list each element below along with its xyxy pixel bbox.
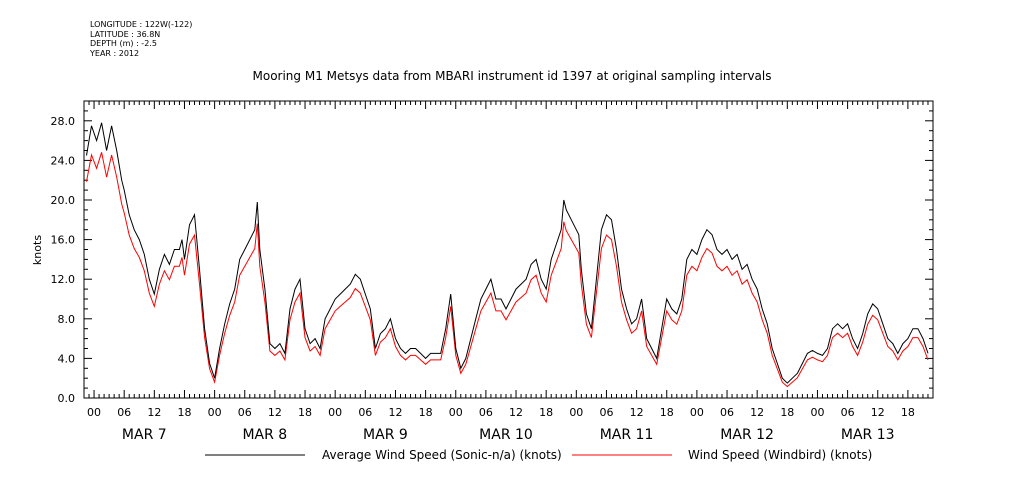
series-line-average xyxy=(86,122,929,384)
y-tick-label: 4.0 xyxy=(58,352,76,365)
x-hour-label: 06 xyxy=(117,406,131,419)
x-day-label: MAR 13 xyxy=(841,427,895,443)
x-axis: 00 06 12 18 00 06 12 18 00 06 12 18 00 06 12 18 00 06 12 18… xyxy=(87,101,929,443)
x-hour-label: 18 xyxy=(298,406,312,419)
x-hour-label: 06 xyxy=(599,406,613,419)
y-tick-label: 24.0 xyxy=(51,154,76,167)
y-axis: 0.0 4.0 8.0 12.0 16.0 20.0 24.0 28.0 xyxy=(51,110,933,405)
x-hour-label: 06 xyxy=(720,406,734,419)
chart-title: Mooring M1 Metsys data from MBARI instru… xyxy=(253,69,772,83)
x-day-label: MAR 11 xyxy=(600,427,654,443)
x-day-label: MAR 9 xyxy=(363,427,408,443)
x-hour-label: 00 xyxy=(87,406,101,419)
x-day-label: MAR 8 xyxy=(242,427,287,443)
series-group xyxy=(86,122,929,388)
x-hour-label: 00 xyxy=(328,406,342,419)
x-hour-label: 12 xyxy=(509,406,523,419)
x-hour-label: 00 xyxy=(810,406,824,419)
x-hour-label: 06 xyxy=(358,406,372,419)
y-axis-label: knots xyxy=(31,235,44,265)
longitude-label: LONGITUDE : 122W(-122) xyxy=(90,20,193,29)
y-tick-label: 16.0 xyxy=(51,234,76,247)
x-day-label: MAR 10 xyxy=(479,427,533,443)
x-hour-label: 06 xyxy=(238,406,252,419)
x-hour-label: 12 xyxy=(147,406,161,419)
x-hour-label: 12 xyxy=(268,406,282,419)
metadata-block: LONGITUDE : 122W(-122) LATITUDE : 36.8N … xyxy=(90,20,192,58)
legend-label-windbird: Wind Speed (Windbird) (knots) xyxy=(688,448,872,462)
x-hour-label: 18 xyxy=(539,406,553,419)
x-hour-label: 18 xyxy=(780,406,794,419)
x-hour-label: 00 xyxy=(449,406,463,419)
x-hour-label: 00 xyxy=(690,406,704,419)
x-hour-label: 06 xyxy=(479,406,493,419)
x-hour-label: 00 xyxy=(569,406,583,419)
x-day-label: MAR 7 xyxy=(122,427,167,443)
y-tick-label: 20.0 xyxy=(51,194,76,207)
x-hour-label: 12 xyxy=(630,406,644,419)
legend: Average Wind Speed (Sonic-n/a) (knots) W… xyxy=(205,448,872,462)
y-tick-label: 8.0 xyxy=(58,313,76,326)
x-hour-label: 18 xyxy=(901,406,915,419)
year-label: YEAR : 2012 xyxy=(90,48,140,58)
latitude-label: LATITUDE : 36.8N xyxy=(90,29,161,39)
y-tick-label: 28.0 xyxy=(51,115,76,128)
x-hour-label: 00 xyxy=(208,406,222,419)
y-tick-label: 0.0 xyxy=(58,392,76,405)
x-hour-label: 18 xyxy=(660,406,674,419)
series-line-windbird xyxy=(86,152,929,388)
depth-label: DEPTH (m) : -2.5 xyxy=(90,39,157,48)
x-hour-label: 18 xyxy=(177,406,191,419)
x-hour-label: 06 xyxy=(841,406,855,419)
y-tick-label: 12.0 xyxy=(51,273,76,286)
x-hour-label: 12 xyxy=(871,406,885,419)
x-day-label: MAR 12 xyxy=(720,427,774,443)
plot-frame xyxy=(83,100,934,399)
x-hour-label: 12 xyxy=(388,406,402,419)
x-hour-label: 12 xyxy=(750,406,764,419)
legend-label-avg: Average Wind Speed (Sonic-n/a) (knots) xyxy=(322,448,562,462)
x-hour-label: 18 xyxy=(419,406,433,419)
